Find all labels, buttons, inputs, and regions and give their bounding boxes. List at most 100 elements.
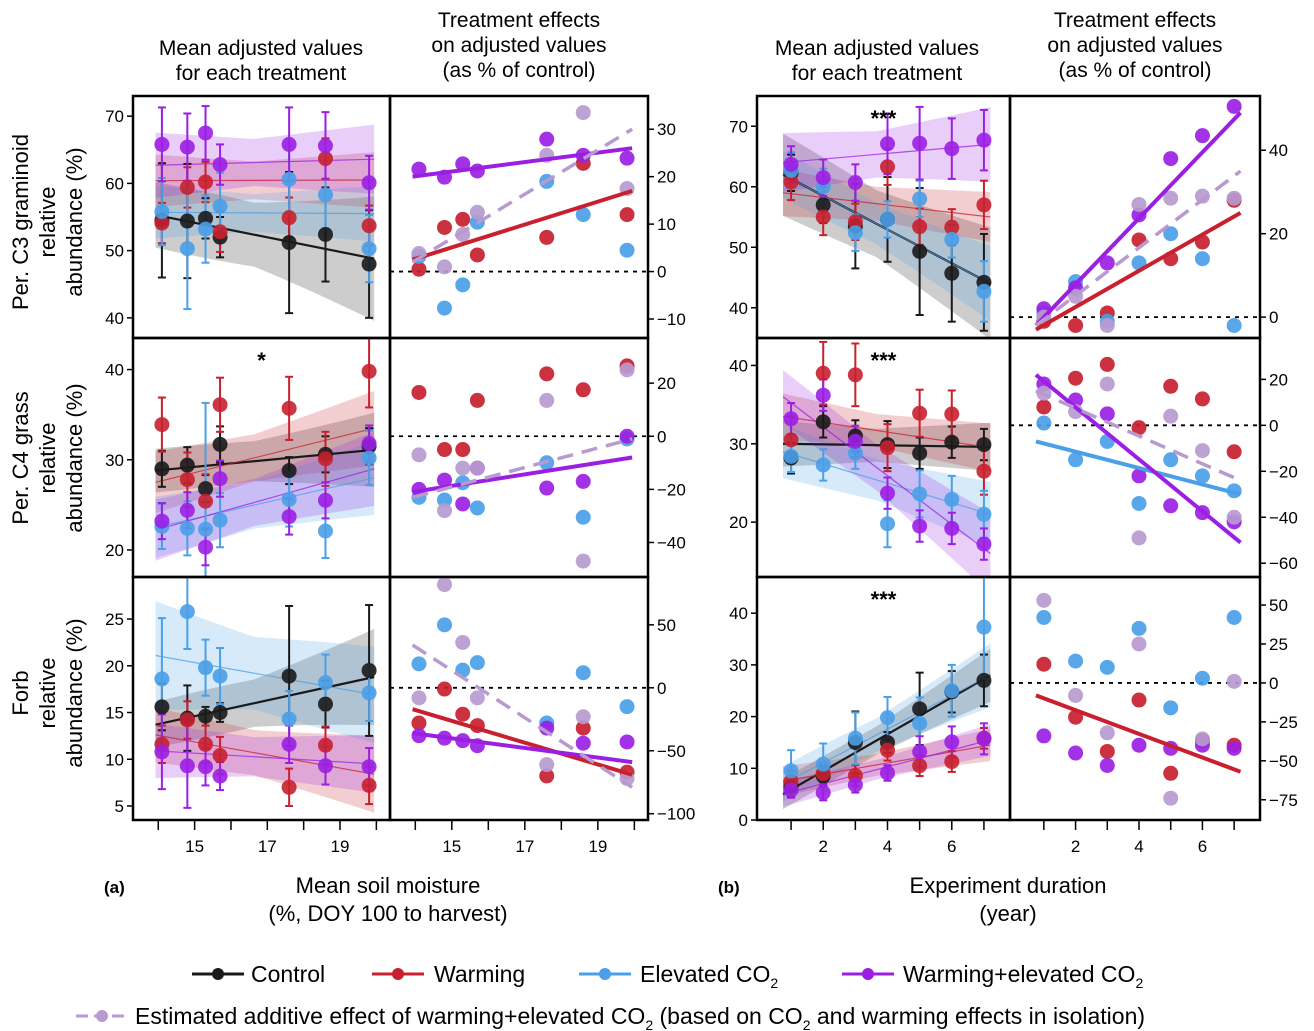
point-warming <box>198 736 214 752</box>
y-tick-label: 20 <box>657 374 676 393</box>
point-warming <box>198 174 214 190</box>
point-control <box>815 414 831 430</box>
point-estimated-additive-effect <box>1226 190 1242 206</box>
point-elevated-co2 <box>619 699 635 715</box>
point-warming <box>912 758 928 774</box>
point-warming <box>154 417 170 433</box>
x-tick-label: 19 <box>588 837 607 856</box>
x-tick-label: 2 <box>1071 837 1080 856</box>
point-warming-elevated-co2 <box>880 136 895 152</box>
svg-text:relative: relative <box>35 658 60 729</box>
point-control <box>281 463 297 479</box>
point-warming <box>281 210 297 226</box>
fit-line-warming-elevated-co2 <box>412 146 633 179</box>
y-tick-label: 10 <box>729 759 748 778</box>
point-elevated-co2 <box>361 685 377 701</box>
point-elevated-co2 <box>411 656 427 672</box>
fit-line-elevated-co2 <box>155 211 375 215</box>
panel-b-C3-mean: *** 40 50 60 70 <box>729 94 1012 340</box>
y-tick-label: 70 <box>105 107 124 126</box>
point-warming-elevated-co2 <box>815 170 831 186</box>
point-control <box>815 197 831 213</box>
point-warming-elevated-co2 <box>539 480 555 496</box>
point-warming <box>455 211 471 227</box>
fit-line-warming <box>155 179 375 182</box>
point-elevated-co2 <box>944 491 960 507</box>
point-warming-elevated-co2 <box>539 131 555 147</box>
point-elevated-co2 <box>815 457 831 473</box>
point-control <box>317 226 333 242</box>
significance-marker: * <box>257 348 266 373</box>
y-tick-label: 70 <box>729 117 748 136</box>
point-control <box>317 696 333 712</box>
point-warming-elevated-co2 <box>281 136 297 152</box>
y-tick-label: 50 <box>729 238 748 257</box>
point-warming <box>1068 370 1084 386</box>
point-warming <box>317 451 333 467</box>
legend-label-co2: Elevated CO2 <box>640 961 778 991</box>
point-elevated-co2 <box>976 283 992 299</box>
point-elevated-co2 <box>976 506 992 522</box>
fit-line-estimated-additive-effect <box>412 437 633 500</box>
panel-a-forb-effect: −100 −50 0 50 15 17 19 <box>388 575 695 856</box>
point-warming-elevated-co2 <box>815 785 831 801</box>
point-elevated-co2 <box>437 300 453 316</box>
point-elevated-co2 <box>281 171 297 187</box>
point-elevated-co2 <box>976 619 992 635</box>
point-warming <box>539 768 555 784</box>
point-elevated-co2 <box>944 683 960 699</box>
header-mean-b-line1: Mean adjusted values <box>775 37 979 60</box>
fit-line-estimated-additive-effect <box>411 127 634 264</box>
point-elevated-co2 <box>619 242 635 258</box>
point-warming-elevated-co2 <box>1068 745 1084 761</box>
xlabel-b-line2: (year) <box>979 901 1036 926</box>
point-warming <box>361 218 377 234</box>
y-tick-label: 40 <box>1269 141 1288 160</box>
panel-b-forb-mean: *** 0 10 20 30 40 2 4 6 <box>729 575 1012 856</box>
point-warming-elevated-co2 <box>880 765 895 781</box>
point-control <box>198 210 214 226</box>
point-warming <box>976 197 992 213</box>
point-warming-elevated-co2 <box>1036 728 1052 744</box>
row-label-c4: Per. C4 grass relative abundance (%) <box>8 383 87 532</box>
point-elevated-co2 <box>575 509 591 525</box>
point-warming-elevated-co2 <box>317 138 333 154</box>
point-warming-elevated-co2 <box>179 502 195 518</box>
point-elevated-co2 <box>1163 452 1179 468</box>
panel-b-C4-mean: *** 20 30 40 <box>729 336 1012 579</box>
point-warming-elevated-co2 <box>179 758 195 774</box>
point-elevated-co2 <box>880 516 895 532</box>
panel-frame <box>388 336 650 579</box>
point-estimated-additive-effect <box>1131 636 1147 652</box>
x-tick-label: 4 <box>883 837 892 856</box>
header-mean-a-line1: Mean adjusted values <box>159 37 363 60</box>
point-elevated-co2 <box>1036 610 1052 625</box>
point-warming-elevated-co2 <box>944 734 960 750</box>
svg-text:abundance (%): abundance (%) <box>62 147 87 296</box>
point-warming-elevated-co2 <box>912 135 928 151</box>
point-elevated-co2 <box>179 604 195 620</box>
column-headers: Mean adjusted values for each treatment … <box>159 9 1223 85</box>
point-estimated-additive-effect <box>411 447 427 463</box>
point-estimated-additive-effect <box>1068 687 1084 703</box>
point-warming <box>815 365 831 381</box>
point-control <box>281 235 297 251</box>
point-warming-elevated-co2 <box>912 518 928 534</box>
y-tick-label: 0 <box>739 811 748 830</box>
point-control <box>179 457 195 473</box>
point-elevated-co2 <box>1036 415 1052 431</box>
fit-line-warming <box>1034 211 1242 332</box>
point-elevated-co2 <box>437 617 453 633</box>
point-warming-elevated-co2 <box>455 496 471 512</box>
y-tick-label: −60 <box>1269 554 1298 573</box>
point-elevated-co2 <box>1226 610 1242 625</box>
svg-text:abundance (%): abundance (%) <box>62 618 87 767</box>
point-elevated-co2 <box>281 491 297 507</box>
point-warming <box>154 215 170 231</box>
point-control <box>198 481 214 497</box>
point-warming-elevated-co2 <box>1194 128 1210 144</box>
plot-a-C3-mean <box>154 105 377 321</box>
y-tick-label: 15 <box>105 704 124 723</box>
point-warming <box>944 754 960 770</box>
point-elevated-co2 <box>815 756 831 772</box>
